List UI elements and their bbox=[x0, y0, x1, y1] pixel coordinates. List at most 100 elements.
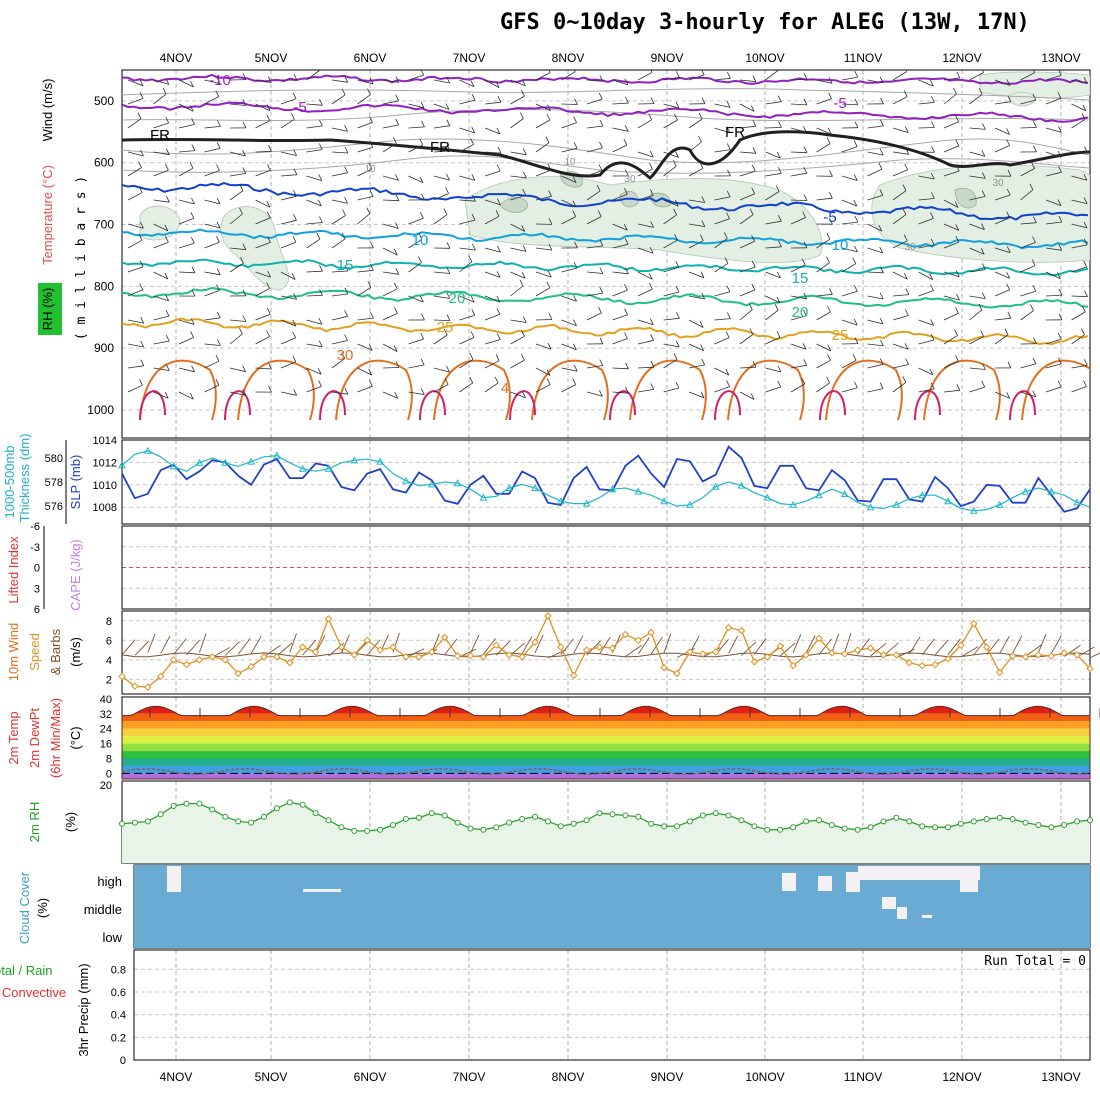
wind-barb-flag bbox=[292, 92, 297, 99]
wind10m-barb bbox=[831, 633, 840, 653]
wind-speed-marker bbox=[157, 672, 165, 681]
wind-barb-flag bbox=[445, 187, 449, 194]
wind-barb bbox=[790, 172, 807, 177]
wind-barb bbox=[867, 319, 884, 325]
rh-contour bbox=[122, 138, 1090, 164]
wind-barb-flag bbox=[599, 337, 604, 344]
wind-barb-flag bbox=[827, 344, 832, 352]
wind-speed-marker bbox=[931, 660, 939, 669]
slp-tick: 1008 bbox=[93, 502, 117, 514]
wind-barb-flag bbox=[726, 212, 730, 219]
wind-barb bbox=[178, 124, 195, 129]
wind-barb-flag bbox=[723, 232, 728, 239]
day-label-bottom: 4NOV bbox=[160, 1070, 193, 1084]
wind-barb bbox=[739, 309, 753, 321]
wind-barb-flag bbox=[829, 218, 833, 225]
wind-barb-flag bbox=[242, 167, 247, 174]
wind-barb bbox=[408, 262, 422, 273]
wind-barb-flag bbox=[904, 126, 909, 133]
dewpoint-label: 2m DewPt bbox=[27, 708, 42, 768]
wind-barb-flag bbox=[574, 241, 578, 249]
cloud-level-label: high bbox=[97, 874, 122, 889]
wind-speed-marker bbox=[195, 656, 204, 664]
wind-barb-flag bbox=[1033, 216, 1037, 223]
wind-barb-flag bbox=[164, 272, 169, 280]
thickness-marker bbox=[789, 500, 797, 508]
wind-barb-flag bbox=[650, 383, 655, 390]
wind-barb-flag bbox=[319, 289, 323, 296]
rh-marker bbox=[209, 806, 216, 813]
panel-frame-stab bbox=[121, 525, 1091, 610]
wind-barb-flag bbox=[955, 164, 960, 172]
wind-barb bbox=[433, 125, 450, 129]
wind-barb-flag bbox=[624, 238, 629, 245]
wind-barb bbox=[484, 271, 501, 278]
wind-barb bbox=[255, 120, 270, 129]
wind-barb bbox=[510, 175, 527, 179]
wind-barb bbox=[484, 247, 501, 253]
wind-barb bbox=[765, 191, 780, 201]
wind-barb-flag bbox=[828, 92, 832, 99]
wind-barb-flag bbox=[879, 76, 884, 84]
wind-barb-flag bbox=[599, 75, 604, 82]
wind-barb-flag bbox=[828, 77, 833, 84]
thickness-marker bbox=[866, 503, 875, 511]
rh-marker bbox=[1074, 818, 1081, 825]
wind-barb bbox=[127, 223, 144, 229]
wind-barb bbox=[841, 263, 856, 273]
wind-barb bbox=[1071, 199, 1088, 204]
wind-barb-flag bbox=[1081, 328, 1085, 335]
wind-barb bbox=[841, 360, 857, 369]
wind-barb-flag bbox=[827, 354, 831, 361]
wind10m-barb bbox=[573, 635, 584, 654]
panel-frame-wind bbox=[121, 610, 1091, 695]
wind-barb-flag bbox=[853, 140, 858, 147]
thickness-marker bbox=[686, 500, 694, 508]
rh-marker bbox=[661, 823, 668, 830]
wind-speed-marker bbox=[905, 659, 914, 667]
thickness-marker bbox=[350, 456, 359, 464]
wind-barb-flag bbox=[674, 113, 678, 121]
wind-barb-flag bbox=[981, 292, 986, 299]
wind-barb-flag bbox=[138, 234, 143, 241]
wind-barb-flag bbox=[191, 118, 195, 125]
wind-barb bbox=[433, 103, 450, 110]
thickness-marker bbox=[169, 462, 178, 470]
temp-band bbox=[122, 706, 1090, 707]
wind-barb-flag bbox=[496, 127, 501, 135]
rh-unit-label: (%) bbox=[63, 812, 78, 832]
wind-barb bbox=[892, 364, 909, 369]
wind-barb bbox=[510, 359, 525, 369]
wind-barb bbox=[1020, 189, 1034, 201]
wind-barb-flag bbox=[803, 73, 808, 80]
wind-barb-flag bbox=[599, 141, 603, 149]
wind-speed-marker bbox=[724, 623, 733, 632]
wind-barb bbox=[586, 98, 603, 105]
wind-barb bbox=[994, 101, 1011, 105]
wind-barb-flag bbox=[494, 376, 499, 384]
wind-speed-marker bbox=[376, 646, 384, 654]
wind-barb-flag bbox=[445, 103, 450, 110]
wind-barb-flag bbox=[293, 168, 298, 175]
wind-barb bbox=[867, 247, 883, 254]
wind-barb bbox=[586, 216, 602, 225]
wind-barb bbox=[612, 243, 629, 249]
wind-barb-flag bbox=[930, 284, 934, 291]
day-label-top: 11NOV bbox=[844, 51, 882, 65]
rh-marker bbox=[441, 812, 448, 819]
wind-barb bbox=[433, 79, 450, 84]
wind-barb-flag bbox=[726, 143, 731, 150]
contour-label: 10 bbox=[364, 164, 376, 175]
wind-barb bbox=[459, 175, 476, 181]
wind-speed-marker bbox=[582, 646, 591, 654]
wind-barb-flag bbox=[803, 146, 808, 153]
wind-barb-flag bbox=[880, 266, 884, 273]
wind-barb bbox=[790, 295, 807, 300]
wind-barb bbox=[1071, 364, 1088, 369]
wind-barb-flag bbox=[472, 195, 476, 202]
wind-barb bbox=[1045, 294, 1063, 297]
wind-barb-flag bbox=[520, 112, 524, 119]
wind-barb bbox=[153, 295, 169, 302]
rh-marker bbox=[777, 826, 784, 833]
wind-barb bbox=[382, 199, 400, 202]
